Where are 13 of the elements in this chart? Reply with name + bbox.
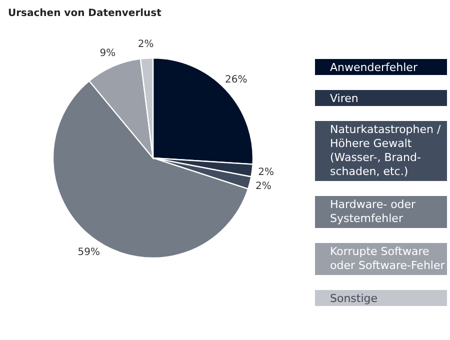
- legend-label: Korrupte Software oder Software-Fehler: [330, 245, 446, 272]
- data-label: 2%: [258, 167, 274, 178]
- legend-label: Viren: [330, 92, 358, 105]
- data-label: 2%: [138, 38, 154, 50]
- legend-label: Naturkatastrophen / Höhere Gewalt (Wasser-, Brand- schaden, etc.): [330, 123, 441, 178]
- legend-label: Anwenderfehler: [330, 61, 418, 74]
- chart-title: Ursachen von Datenverlust: [8, 8, 162, 19]
- legend-label: Hardware- oder Systemfehler: [330, 198, 416, 225]
- data-label: 59%: [78, 247, 100, 258]
- data-label: 9%: [100, 48, 116, 60]
- data-label: 2%: [255, 181, 272, 192]
- legend-label: Sonstige: [330, 292, 378, 305]
- data-label: 26%: [224, 74, 248, 86]
